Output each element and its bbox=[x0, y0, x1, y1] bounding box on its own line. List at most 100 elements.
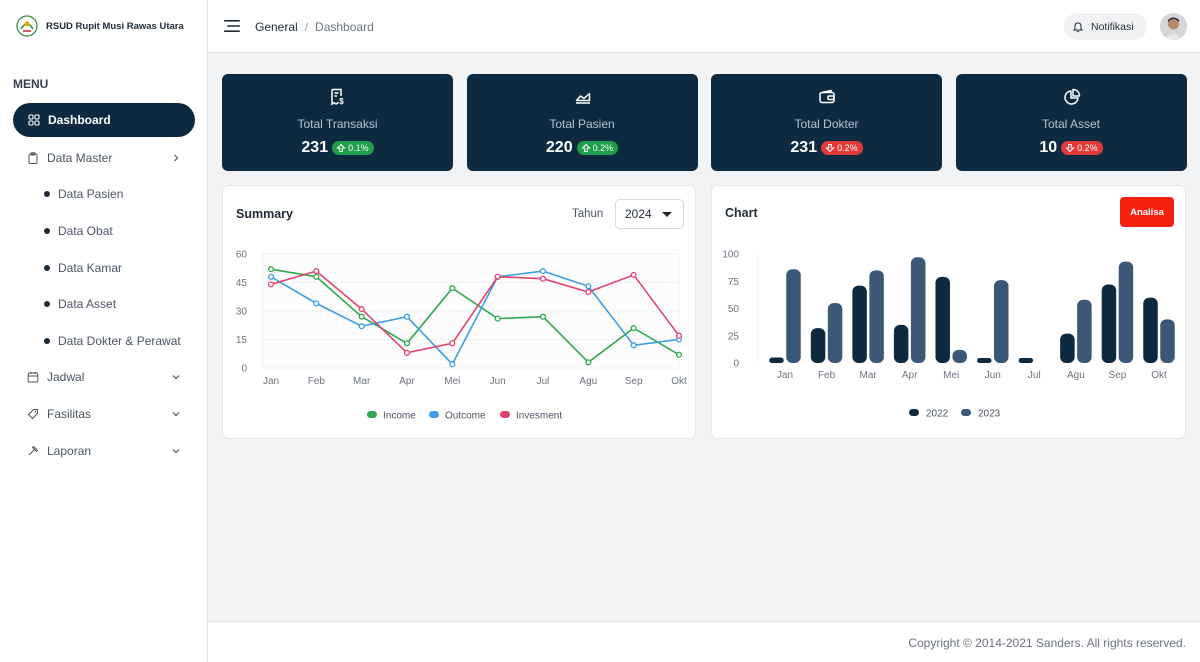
series-line-outcome bbox=[270, 270, 680, 366]
chevron-down-icon[interactable] bbox=[171, 372, 181, 382]
data-point-invesment[interactable] bbox=[539, 275, 547, 282]
legend-label-outcome[interactable]: Outcome bbox=[445, 411, 486, 422]
legend-label-2022[interactable]: 2022 bbox=[926, 409, 949, 420]
bar-2022[interactable] bbox=[935, 276, 950, 363]
bar-2022[interactable] bbox=[769, 357, 784, 363]
data-point-income[interactable] bbox=[675, 351, 683, 358]
brand-name: RSUD Rupit Musi Rawas Utara bbox=[46, 20, 184, 32]
y-tick-label: 45 bbox=[236, 278, 248, 289]
data-point-invesment[interactable] bbox=[675, 332, 683, 339]
x-tick-label: Jan bbox=[777, 370, 793, 381]
x-tick-label: Mei bbox=[444, 376, 460, 387]
bar-2023[interactable] bbox=[869, 270, 884, 363]
summary-line-chart: 0 15 30 45 60 Jan Feb Mar Apr Mei Jun Jul Agu Sep Okt I… bbox=[236, 250, 687, 422]
x-tick-label: Jun bbox=[490, 376, 506, 387]
bar-2023[interactable] bbox=[1160, 319, 1175, 363]
bar-2022[interactable] bbox=[1143, 297, 1158, 363]
chevron-right-icon[interactable] bbox=[171, 153, 181, 163]
sidebar: RSUD Rupit Musi Rawas Utara MENU Dashboa… bbox=[0, 0, 208, 662]
data-point-income[interactable] bbox=[585, 359, 592, 366]
data-point-income[interactable] bbox=[267, 266, 275, 273]
data-point-income[interactable] bbox=[313, 273, 320, 280]
data-point-outcome[interactable] bbox=[585, 283, 592, 290]
data-point-income[interactable] bbox=[494, 315, 501, 322]
sidebar-item-data-dokter-and-perawat[interactable]: Data Dokter & Perawat bbox=[0, 323, 208, 360]
data-point-invesment[interactable] bbox=[585, 288, 592, 296]
data-point-outcome[interactable] bbox=[313, 300, 320, 307]
bell-icon bbox=[1072, 21, 1084, 32]
sidebar-item-data-pasien[interactable]: Data Pasien bbox=[0, 176, 208, 213]
bullet-dot-icon bbox=[44, 228, 50, 235]
sidebar-item-data-master[interactable]: Data Master bbox=[0, 140, 208, 177]
series-line-income bbox=[270, 268, 680, 364]
stat-change-value: 0.1% bbox=[348, 143, 369, 153]
sidebar-item-fasilitas[interactable]: Fasilitas bbox=[0, 396, 208, 433]
bar-2023[interactable] bbox=[952, 349, 967, 363]
bar-2022[interactable] bbox=[1018, 358, 1034, 363]
bar-2022[interactable] bbox=[977, 358, 992, 363]
clipboard-icon bbox=[28, 152, 38, 164]
x-tick-label: Sep bbox=[1109, 370, 1127, 381]
data-point-income[interactable] bbox=[358, 313, 365, 320]
bar-2023[interactable] bbox=[827, 303, 843, 363]
bar-2023[interactable] bbox=[786, 269, 801, 363]
sidebar-item-data-asset[interactable]: Data Asset bbox=[0, 286, 208, 323]
bar-2022[interactable] bbox=[1101, 284, 1117, 363]
x-tick-label: Okt bbox=[1151, 370, 1167, 381]
bar-2023[interactable] bbox=[910, 257, 926, 363]
series-line-invesment bbox=[270, 270, 680, 354]
notification-button[interactable]: Notifikasi bbox=[1064, 13, 1147, 40]
y-tick-label: 0 bbox=[733, 359, 739, 370]
bar-2022[interactable] bbox=[852, 285, 867, 363]
data-point-invesment[interactable] bbox=[358, 306, 365, 313]
hamburger-menu-icon[interactable] bbox=[224, 19, 240, 33]
bar-2022[interactable] bbox=[1060, 333, 1075, 363]
sidebar-item-label: Data Dokter & Perawat bbox=[58, 333, 181, 348]
data-point-outcome[interactable] bbox=[358, 323, 365, 330]
user-avatar[interactable] bbox=[1160, 13, 1187, 40]
data-point-invesment[interactable] bbox=[494, 273, 501, 280]
stat-value: 10 bbox=[1039, 139, 1058, 156]
sidebar-item-label: Dashboard bbox=[48, 113, 111, 127]
data-point-outcome[interactable] bbox=[449, 361, 456, 368]
bar-2023[interactable] bbox=[1118, 261, 1134, 363]
data-point-income[interactable] bbox=[403, 340, 411, 347]
sidebar-item-dashboard[interactable]: Dashboard bbox=[13, 103, 195, 137]
data-point-outcome[interactable] bbox=[539, 268, 547, 275]
sidebar-item-data-kamar[interactable]: Data Kamar bbox=[0, 249, 208, 286]
bar-2023[interactable] bbox=[994, 280, 1009, 363]
brand[interactable]: RSUD Rupit Musi Rawas Utara bbox=[0, 0, 207, 52]
y-tick-label: 50 bbox=[728, 304, 740, 315]
bar-2023[interactable] bbox=[1077, 299, 1092, 363]
data-point-invesment[interactable] bbox=[449, 340, 456, 347]
stat-change-value: 0.2% bbox=[1077, 143, 1098, 153]
sidebar-item-jadwal[interactable]: Jadwal bbox=[0, 359, 208, 396]
sidebar-item-data-obat[interactable]: Data Obat bbox=[0, 213, 208, 250]
data-point-outcome[interactable] bbox=[630, 342, 637, 349]
legend-label-income[interactable]: Income bbox=[383, 411, 416, 422]
data-point-income[interactable] bbox=[539, 313, 547, 320]
bullet-dot-icon bbox=[44, 337, 50, 344]
data-point-invesment[interactable] bbox=[630, 271, 637, 278]
copyright-text: Copyright © 2014-2021 Sanders. All right… bbox=[908, 636, 1186, 650]
bar-2022[interactable] bbox=[810, 328, 826, 363]
bar-2022[interactable] bbox=[893, 324, 909, 363]
data-point-invesment[interactable] bbox=[403, 349, 411, 356]
sidebar-item-laporan[interactable]: Laporan bbox=[0, 432, 208, 469]
year-select[interactable]: 2024 bbox=[615, 199, 684, 229]
chevron-down-icon[interactable] bbox=[171, 409, 181, 419]
data-point-income[interactable] bbox=[630, 325, 637, 332]
chevron-down-icon[interactable] bbox=[171, 446, 181, 456]
analyze-button[interactable]: Analisa bbox=[1120, 197, 1174, 227]
data-point-invesment[interactable] bbox=[313, 268, 320, 275]
breadcrumb: General / Dashboard bbox=[255, 20, 374, 34]
sidebar-item-label: Data Master bbox=[47, 150, 113, 165]
data-point-income[interactable] bbox=[449, 285, 456, 292]
data-point-invesment[interactable] bbox=[267, 281, 275, 288]
data-point-outcome[interactable] bbox=[267, 273, 275, 280]
legend-label-invesment[interactable]: Invesment bbox=[516, 411, 562, 422]
breadcrumb-general[interactable]: General bbox=[255, 20, 298, 34]
data-point-outcome[interactable] bbox=[403, 313, 411, 320]
sidebar-menu: Dashboard Data Master Data Pasien Data Obat… bbox=[0, 103, 208, 469]
legend-label-2023[interactable]: 2023 bbox=[978, 409, 1001, 420]
